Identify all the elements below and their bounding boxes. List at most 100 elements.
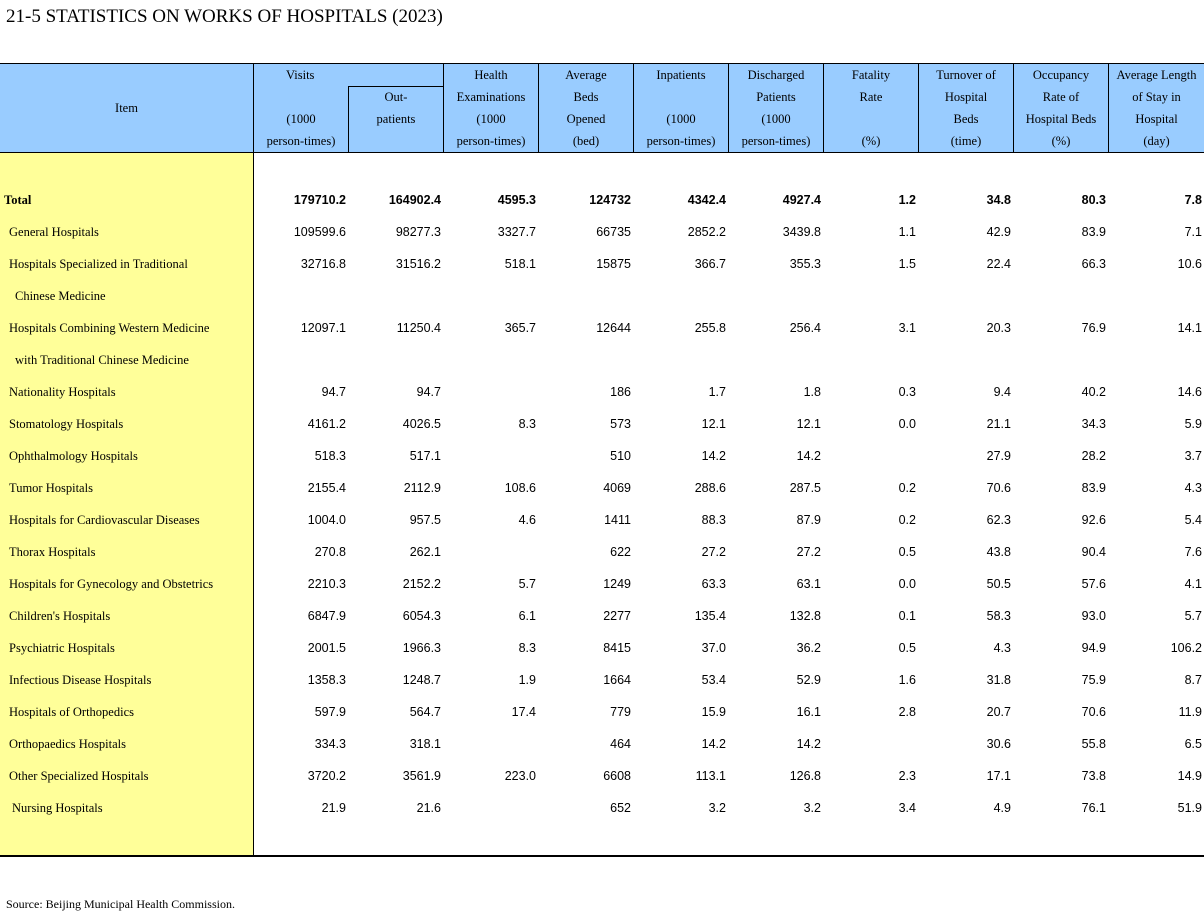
header-column: Fatality Rate (%) (824, 64, 918, 152)
cell-value: 10.6 (1177, 257, 1202, 271)
cell-value: 262.1 (409, 545, 441, 559)
header-outpatients-line: patients (376, 112, 416, 126)
cell-value: 16.1 (796, 705, 821, 719)
cell-value: 597.9 (314, 705, 346, 719)
cell-value: 80.3 (1081, 193, 1106, 207)
cell-value: 2152.2 (402, 577, 441, 591)
cell-value: 2.3 (898, 769, 916, 783)
cell-value: 14.9 (1177, 769, 1202, 783)
header-divider (728, 64, 729, 153)
header-column-line: Hospital (1135, 112, 1178, 126)
row-label: Infectious Disease Hospitals (9, 673, 152, 687)
cell-value: 132.8 (789, 609, 821, 623)
header-column-line: Rate of (1042, 90, 1080, 104)
cell-value: 21.9 (321, 801, 346, 815)
cell-value: 256.4 (789, 321, 821, 335)
table-row: Hospitals of Orthopedics 597.9 564.7 17.4 77… (0, 697, 1204, 729)
total-row: Total 179710.2 164902.4 4595.3 124732 4342.4 4… (0, 185, 1204, 217)
header-column-line: Inpatients (656, 68, 706, 82)
cell-value: 510 (610, 449, 631, 463)
header-column-line: Average Length (1116, 68, 1197, 82)
table-row: Orthopaedics Hospitals 334.3 318.1 464 14.2 1… (0, 729, 1204, 761)
cell-value: 4026.5 (402, 417, 441, 431)
cell-value: 4069 (603, 481, 631, 495)
cell-value: 0.3 (898, 385, 916, 399)
cell-value: 14.2 (796, 449, 821, 463)
cell-value: 21.6 (416, 801, 441, 815)
cell-value: 1.5 (898, 257, 916, 271)
table-title: 21-5 STATISTICS ON WORKS OF HOSPITALS (2… (6, 6, 443, 27)
cell-value: 164902.4 (388, 193, 441, 207)
cell-value: 365.7 (504, 321, 536, 335)
cell-value: 94.7 (321, 385, 346, 399)
cell-value: 17.1 (986, 769, 1011, 783)
header-column-line: Patients (756, 90, 796, 104)
cell-value: 40.2 (1081, 385, 1106, 399)
cell-value: 6.5 (1184, 737, 1202, 751)
cell-value: 4.1 (1184, 577, 1202, 591)
cell-value: 32716.8 (300, 257, 346, 271)
cell-value: 83.9 (1081, 481, 1106, 495)
cell-value: 0.5 (898, 641, 916, 655)
cell-value: 8415 (603, 641, 631, 655)
cell-value: 98277.3 (395, 225, 441, 239)
cell-value: 75.9 (1081, 673, 1106, 687)
cell-value: 1358.3 (307, 673, 346, 687)
cell-value: 518.1 (504, 257, 536, 271)
header-divider (633, 64, 634, 153)
cell-value: 42.9 (986, 225, 1011, 239)
cell-value: 37.0 (701, 641, 726, 655)
cell-value: 50.5 (986, 577, 1011, 591)
row-label: General Hospitals (9, 225, 99, 239)
cell-value: 7.6 (1184, 545, 1202, 559)
cell-value: 51.9 (1177, 801, 1202, 815)
row-label: Hospitals for Gynecology and Obstetrics (9, 577, 214, 591)
header-column: Average Length of Stay in Hospital (day) (1109, 64, 1204, 152)
cell-value: 270.8 (314, 545, 346, 559)
cell-value: 66735 (596, 225, 631, 239)
row-label: Orthopaedics Hospitals (9, 737, 126, 751)
cell-value: 4161.2 (307, 417, 346, 431)
header-column-line: Fatality (851, 68, 891, 82)
item-column-divider (253, 64, 254, 855)
cell-value: 57.6 (1081, 577, 1106, 591)
cell-value: 34.3 (1081, 417, 1106, 431)
cell-value: 3.7 (1184, 449, 1202, 463)
cell-value: 1411 (604, 513, 631, 527)
cell-value: 83.9 (1081, 225, 1106, 239)
cell-value: 52.9 (796, 673, 821, 687)
table-row: Other Specialized Hospitals 3720.2 3561.9 2… (0, 761, 1204, 793)
header-column-line: Rate (859, 90, 883, 104)
header-divider (538, 64, 539, 153)
cell-value: 22.4 (986, 257, 1011, 271)
header-bottom-rule (0, 152, 1204, 153)
cell-value: 2277 (603, 609, 631, 623)
cell-value: 88.3 (701, 513, 726, 527)
table-row: Hospitals Combining Western Medicine 1209… (0, 313, 1204, 345)
cell-value: 94.7 (416, 385, 441, 399)
row-label: with Traditional Chinese Medicine (15, 353, 189, 367)
header-column-line: Discharged (747, 68, 805, 82)
row-label: Hospitals Specialized in Traditional (9, 257, 188, 271)
cell-value: 15.9 (701, 705, 726, 719)
cell-value: 31516.2 (395, 257, 441, 271)
cell-value: 7.1 (1184, 225, 1202, 239)
cell-value: 1004.0 (307, 513, 346, 527)
header-column-line (634, 86, 728, 108)
cell-value: 34.8 (986, 193, 1011, 207)
cell-value: 2852.2 (687, 225, 726, 239)
cell-value: 17.4 (511, 705, 536, 719)
header-divider (823, 64, 824, 153)
header-visits: Visits (1000 person-times) (254, 64, 348, 152)
cell-value: 70.6 (986, 481, 1011, 495)
cell-value: 779 (610, 705, 631, 719)
cell-value: 0.0 (898, 417, 916, 431)
cell-value: 14.1 (1177, 321, 1202, 335)
header-item-label: Item (115, 101, 138, 115)
cell-value: 12.1 (796, 417, 821, 431)
cell-value: 109599.6 (293, 225, 346, 239)
row-label: Tumor Hospitals (9, 481, 93, 495)
cell-value: 3439.8 (782, 225, 821, 239)
bottom-rule (0, 855, 1204, 857)
header-column-line: (bed) (572, 134, 600, 148)
